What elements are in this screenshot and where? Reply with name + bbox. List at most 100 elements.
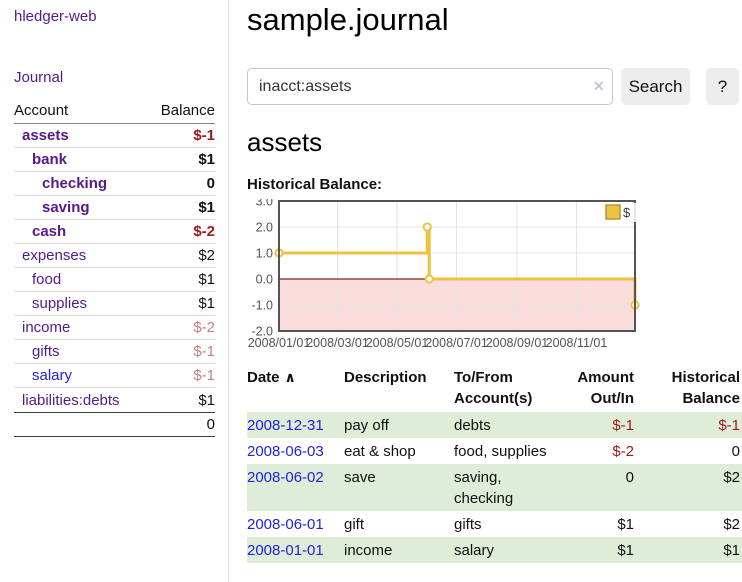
cell-amount: $-1: [612, 417, 634, 434]
account-balance-tree: Account Balance assets $-1 bank $1 check…: [14, 99, 215, 437]
y-tick-label: 3.0: [256, 199, 273, 209]
cell-description: gift: [344, 516, 365, 533]
register-body: 2008-12-31 pay off debts $-1 $-1 2008-06…: [247, 412, 742, 563]
data-point-marker: [422, 222, 432, 232]
sidebar-accounts: assets $-1 bank $1 checking 0 saving $1 …: [14, 124, 215, 412]
x-tick-label: 2008/05/01: [366, 336, 429, 350]
sidebar-account-row: income $-2: [14, 316, 215, 340]
account-link[interactable]: bank: [32, 151, 68, 168]
nav-journal-link[interactable]: Journal: [14, 69, 64, 86]
date-link[interactable]: 2008-12-31: [247, 417, 324, 434]
cell-description: save: [344, 469, 376, 486]
cell-amount: $1: [617, 542, 634, 559]
register-row: 2008-12-31 pay off debts $-1 $-1: [247, 412, 742, 438]
cell-amount: $-2: [612, 443, 634, 460]
cell-accounts: food, supplies: [454, 443, 547, 460]
cell-balance: $2: [723, 516, 740, 533]
sidebar-account-row: saving $1: [14, 196, 215, 220]
sidebar-account-row: gifts $-1: [14, 340, 215, 364]
data-point-marker: [424, 274, 434, 284]
cell-amount: $1: [617, 516, 634, 533]
account-balance: $-2: [193, 319, 215, 336]
sidebar-account-row: assets $-1: [14, 124, 215, 148]
y-tick-label: -2.0: [251, 325, 273, 339]
page-title: sample.journal: [247, 2, 449, 37]
plot-border: [278, 200, 636, 332]
cell-balance: 0: [731, 443, 740, 460]
sidebar-account-row: cash $-2: [14, 220, 215, 244]
sidebar-account-row: bank $1: [14, 148, 215, 172]
x-tick-label: 2008/03/01: [306, 336, 369, 350]
cell-accounts: gifts: [454, 516, 482, 533]
account-tree-total-row: 0: [14, 412, 215, 437]
account-link[interactable]: expenses: [22, 247, 87, 264]
register-header-row: Date ∧ Description To/From Account(s) Amo…: [247, 365, 742, 412]
account-link[interactable]: cash: [32, 223, 67, 240]
header-balance: Historical Balance: [671, 369, 740, 407]
account-column-label: Account: [14, 102, 69, 119]
total-balance-value: 0: [206, 416, 215, 433]
balance-chart: 3.0 2.0 1.0 0.0 -1.0 -2.02008/01/012008/03/01…: [248, 199, 640, 350]
legend-swatch: [605, 204, 621, 220]
account-balance: $1: [198, 391, 215, 409]
account-balance: $1: [198, 199, 215, 216]
account-link[interactable]: saving: [42, 199, 90, 216]
x-tick-label: 2008/11/01: [546, 336, 608, 350]
account-link[interactable]: checking: [42, 175, 108, 192]
cell-date: 2008-06-02: [247, 464, 344, 511]
header-description: Description: [344, 369, 427, 386]
date-link[interactable]: 2008-06-02: [247, 469, 324, 486]
account-link[interactable]: gifts: [32, 343, 60, 360]
sidebar-account-row: salary $-1: [14, 364, 215, 388]
cell-balance: $-1: [718, 417, 740, 434]
account-link[interactable]: supplies: [32, 295, 88, 312]
date-link[interactable]: 2008-01-01: [247, 542, 324, 559]
account-link[interactable]: assets: [22, 127, 69, 144]
legend-label: $: [623, 205, 631, 220]
account-link[interactable]: salary: [32, 367, 73, 384]
clear-search-icon[interactable]: ×: [593, 76, 604, 96]
balance-column-label: Balance: [160, 102, 215, 119]
date-link[interactable]: 2008-06-01: [247, 516, 324, 533]
chart-title: Historical Balance:: [247, 176, 383, 193]
cell-amount: 0: [625, 469, 634, 486]
register-table: Date ∧ Description To/From Account(s) Amo…: [247, 365, 742, 563]
search-button[interactable]: Search: [621, 68, 690, 105]
account-balance: $1: [198, 151, 215, 168]
cell-date: 2008-01-01: [247, 537, 344, 563]
search-input[interactable]: [247, 68, 613, 105]
search-input-wrap: ×: [247, 68, 613, 105]
y-tick-label: 0.0: [256, 273, 273, 287]
x-tick-label: 2008/07/01: [425, 336, 488, 350]
account-tree-header: Account Balance: [14, 99, 215, 124]
account-balance: $-2: [193, 223, 215, 240]
cell-accounts: salary: [454, 542, 495, 559]
cell-date: 2008-06-03: [247, 438, 344, 464]
cell-description: pay off: [344, 417, 389, 434]
account-link[interactable]: liabilities:debts: [22, 391, 120, 409]
account-link[interactable]: income: [22, 319, 71, 336]
header-date[interactable]: Date ∧: [247, 369, 296, 386]
account-balance: 0: [206, 175, 215, 192]
cell-accounts: saving, checking: [454, 469, 514, 507]
header-amount: Amount Out/In: [577, 369, 634, 407]
date-link[interactable]: 2008-06-03: [247, 443, 324, 460]
cell-balance: $1: [723, 542, 740, 559]
current-account-heading: assets: [247, 127, 323, 157]
account-link[interactable]: food: [32, 271, 62, 288]
x-tick-label: 2008/09/01: [486, 336, 549, 350]
header-accounts: To/From Account(s): [454, 369, 533, 407]
sort-asc-icon: ∧: [284, 369, 296, 385]
cell-date: 2008-06-01: [247, 511, 344, 537]
app-brand-link[interactable]: hledger-web: [14, 8, 97, 25]
cell-description: income: [344, 542, 393, 559]
cell-date: 2008-12-31: [247, 412, 344, 438]
account-balance: $-1: [193, 343, 215, 360]
register-row: 2008-06-03 eat & shop food, supplies $-2…: [247, 438, 742, 464]
search-form: × Search ?: [247, 68, 742, 105]
register-row: 2008-01-01 income salary $1 $1: [247, 537, 742, 563]
account-balance: $2: [198, 247, 215, 264]
account-balance: $-1: [193, 367, 215, 384]
help-button[interactable]: ?: [706, 68, 739, 105]
y-tick-label: 2.0: [256, 221, 273, 235]
